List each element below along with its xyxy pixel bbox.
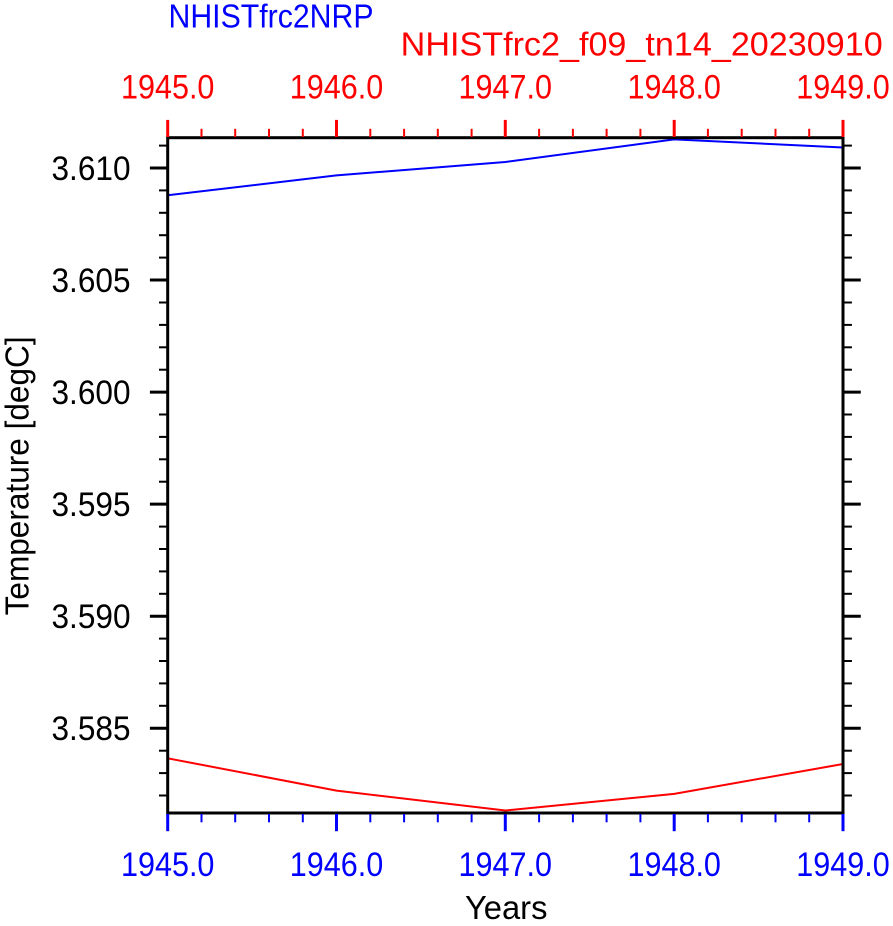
svg-text:3.585: 3.585 xyxy=(52,710,131,748)
svg-text:1945.0: 1945.0 xyxy=(121,846,215,884)
svg-text:3.610: 3.610 xyxy=(52,150,131,188)
svg-text:NHISTfrc2NRP: NHISTfrc2NRP xyxy=(169,0,374,34)
svg-text:3.605: 3.605 xyxy=(52,262,131,300)
svg-text:NHISTfrc2_f09_tn14_20230910: NHISTfrc2_f09_tn14_20230910 xyxy=(401,26,883,63)
svg-text:1949.0: 1949.0 xyxy=(796,846,890,884)
svg-text:Years: Years xyxy=(465,889,548,926)
svg-text:1948.0: 1948.0 xyxy=(627,69,721,107)
svg-text:3.600: 3.600 xyxy=(52,374,131,412)
svg-text:3.595: 3.595 xyxy=(52,486,131,524)
svg-text:1946.0: 1946.0 xyxy=(290,69,384,107)
svg-text:1947.0: 1947.0 xyxy=(459,846,553,884)
svg-text:3.590: 3.590 xyxy=(52,598,131,636)
svg-text:1948.0: 1948.0 xyxy=(627,846,721,884)
svg-text:1945.0: 1945.0 xyxy=(121,69,215,107)
svg-text:1946.0: 1946.0 xyxy=(290,846,384,884)
svg-text:1947.0: 1947.0 xyxy=(459,69,553,107)
svg-text:1949.0: 1949.0 xyxy=(796,69,890,107)
svg-text:Temperature [degC]: Temperature [degC] xyxy=(0,336,36,615)
